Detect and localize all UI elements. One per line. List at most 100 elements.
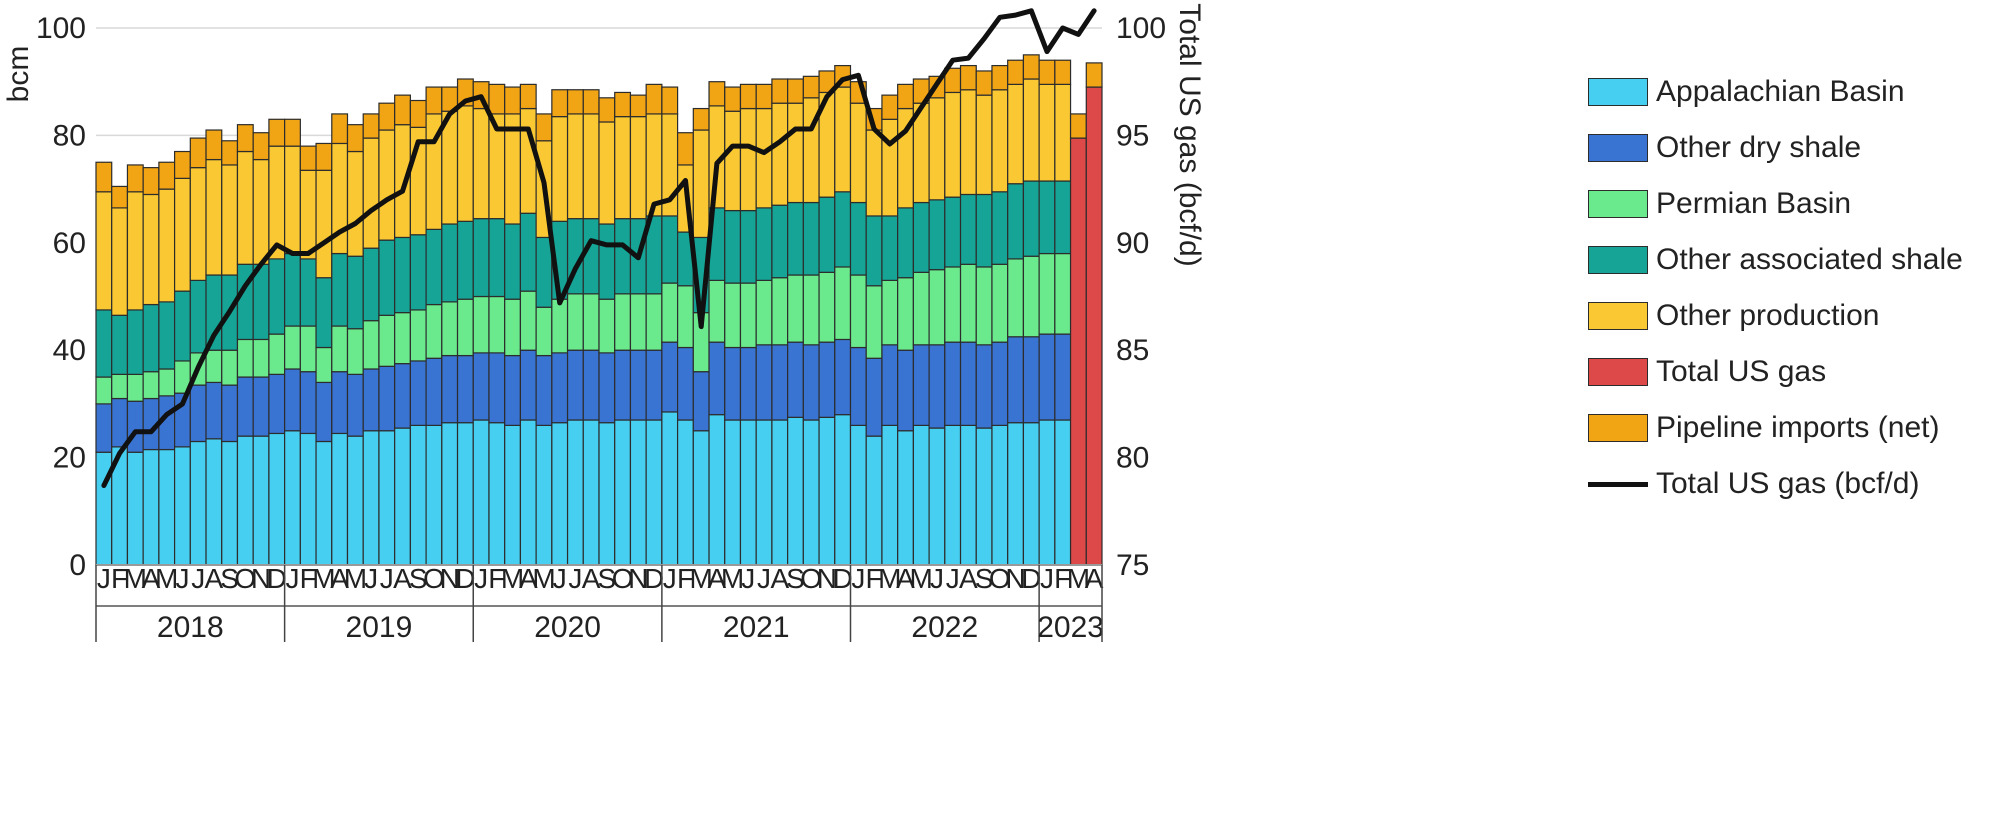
bar-segment-pipeline-imports-net — [126, 164, 144, 193]
bar-segment-total-us-gas — [1085, 86, 1103, 566]
bar-segment-other-associated-shale — [802, 201, 820, 276]
bar-segment-appalachian-basin — [724, 419, 742, 566]
bar-segment-appalachian-basin — [1007, 422, 1025, 566]
bar-segment-other-production — [865, 129, 883, 217]
bar-segment-pipeline-imports-net — [676, 132, 694, 166]
x-tick-month: O — [423, 563, 445, 594]
bar-segment-other-dry-shale — [708, 341, 726, 416]
bar-segment-pipeline-imports-net — [268, 118, 286, 147]
bar-segment-appalachian-basin — [739, 419, 757, 566]
bar-segment-appalachian-basin — [409, 424, 427, 566]
bar-segment-appalachian-basin — [173, 446, 191, 566]
bar-segment-other-associated-shale — [582, 218, 600, 295]
bar-segment-other-production — [346, 150, 364, 257]
bar-segment-pipeline-imports-net — [614, 91, 632, 118]
bar-segment-pipeline-imports-net — [1007, 59, 1025, 85]
bar-segment-other-associated-shale — [111, 314, 129, 375]
x-tick-month: A — [959, 563, 978, 594]
bar-segment-permian-basin — [582, 293, 600, 351]
bar-segment-pipeline-imports-net — [284, 118, 301, 147]
bar-segment-other-dry-shale — [566, 349, 584, 421]
chart-area: 0 20 40 60 80 100 75 80 85 90 95 100 bcm Total US … — [2, 3, 1206, 644]
bar-segment-other-associated-shale — [881, 215, 899, 281]
legend-item-other-dry-shale: Other dry shale — [1588, 128, 1861, 168]
bar-segment-pipeline-imports-net — [661, 86, 679, 115]
bar-segment-other-production — [189, 167, 207, 281]
bar-segment-appalachian-basin — [614, 419, 632, 566]
bar-segment-appalachian-basin — [221, 440, 239, 566]
y-tick-left: 60 — [53, 227, 86, 260]
bar-segment-other-production — [252, 158, 270, 265]
bar-segment-permian-basin — [708, 279, 726, 343]
bar-segment-other-production — [268, 145, 286, 260]
bar-segment-other-associated-shale — [535, 236, 553, 308]
bar-segment-other-production — [739, 107, 757, 212]
bar-segment-pipeline-imports-net — [566, 89, 584, 115]
x-tick-month: A — [708, 563, 727, 594]
bar-segment-permian-basin — [236, 338, 254, 378]
x-tick-year: 2021 — [723, 611, 790, 644]
bar-segment-other-associated-shale — [456, 220, 474, 300]
bar-segment-other-dry-shale — [897, 349, 914, 432]
bar-segment-other-dry-shale — [95, 403, 113, 453]
x-tick-month: N — [1005, 563, 1025, 594]
bar-segment-other-dry-shale — [614, 349, 632, 421]
bar-segment-permian-basin — [724, 282, 742, 349]
bar-segment-permian-basin — [944, 266, 962, 343]
bar-segment-other-associated-shale — [346, 255, 364, 330]
y-tick-left: 0 — [69, 549, 86, 582]
bar-segment-pipeline-imports-net — [959, 64, 977, 91]
x-tick-month: A — [770, 563, 789, 594]
bar-segment-pipeline-imports-net — [346, 124, 364, 153]
bar-segment-other-dry-shale — [834, 338, 852, 416]
y-tick-left: 80 — [53, 119, 86, 152]
bar-segment-pipeline-imports-net — [504, 86, 522, 115]
legend-label: Permian Basin — [1656, 187, 1852, 220]
bar-segment-appalachian-basin — [331, 432, 349, 566]
bar-segment-other-associated-shale — [315, 277, 333, 349]
left-axis-ticks: 0 20 40 60 80 100 — [36, 12, 86, 582]
bar-segment-other-dry-shale — [221, 384, 239, 443]
bar-segment-appalachian-basin — [959, 424, 977, 566]
x-tick-month: A — [519, 563, 538, 594]
x-tick-month: F — [111, 563, 128, 594]
bar-segment-other-production — [221, 164, 239, 276]
x-tick-month: A — [393, 563, 412, 594]
bar-segment-other-production — [205, 158, 223, 276]
x-tick-month: O — [612, 563, 634, 594]
bar-segment-other-associated-shale — [1007, 183, 1025, 260]
bar-segment-other-production — [692, 129, 710, 239]
x-tick-month: J — [474, 563, 488, 594]
bar-segment-other-associated-shale — [1022, 180, 1040, 257]
bar-segment-permian-basin — [378, 314, 396, 367]
bar-segment-permian-basin — [755, 279, 773, 346]
legend-item-appalachian-basin: Appalachian Basin — [1588, 72, 1905, 112]
x-tick-month: M — [690, 563, 713, 594]
legend-item-permian-basin: Permian Basin — [1588, 184, 1851, 224]
bar-segment-appalachian-basin — [1038, 419, 1056, 566]
bar-segment-other-dry-shale — [598, 352, 616, 424]
bar-segment-permian-basin — [881, 279, 899, 346]
x-tick-month: D — [832, 563, 852, 594]
bar-segment-permian-basin — [362, 320, 380, 370]
bar-segment-other-associated-shale — [142, 303, 160, 373]
bar-segment-other-production — [849, 102, 867, 204]
x-tick-month: J — [380, 563, 394, 594]
bar-segment-other-dry-shale — [111, 397, 129, 448]
bar-segment-other-dry-shale — [362, 368, 380, 432]
x-tick-month: J — [364, 563, 378, 594]
bar-segment-other-associated-shale — [834, 191, 852, 268]
x-tick-month: F — [866, 563, 883, 594]
x-tick-month: S — [409, 563, 428, 594]
bar-segment-other-associated-shale — [959, 193, 977, 265]
bar-segment-other-dry-shale — [1022, 336, 1040, 424]
bar-segment-other-production — [755, 107, 773, 209]
y-tick-right: 85 — [1116, 334, 1149, 367]
x-tick-month: F — [488, 563, 505, 594]
bar-segment-appalachian-basin — [755, 419, 773, 566]
bar-segment-pipeline-imports-net — [158, 161, 176, 190]
x-tick-month: S — [220, 563, 239, 594]
x-tick-month: F — [300, 563, 317, 594]
bar-segment-permian-basin — [252, 338, 270, 378]
